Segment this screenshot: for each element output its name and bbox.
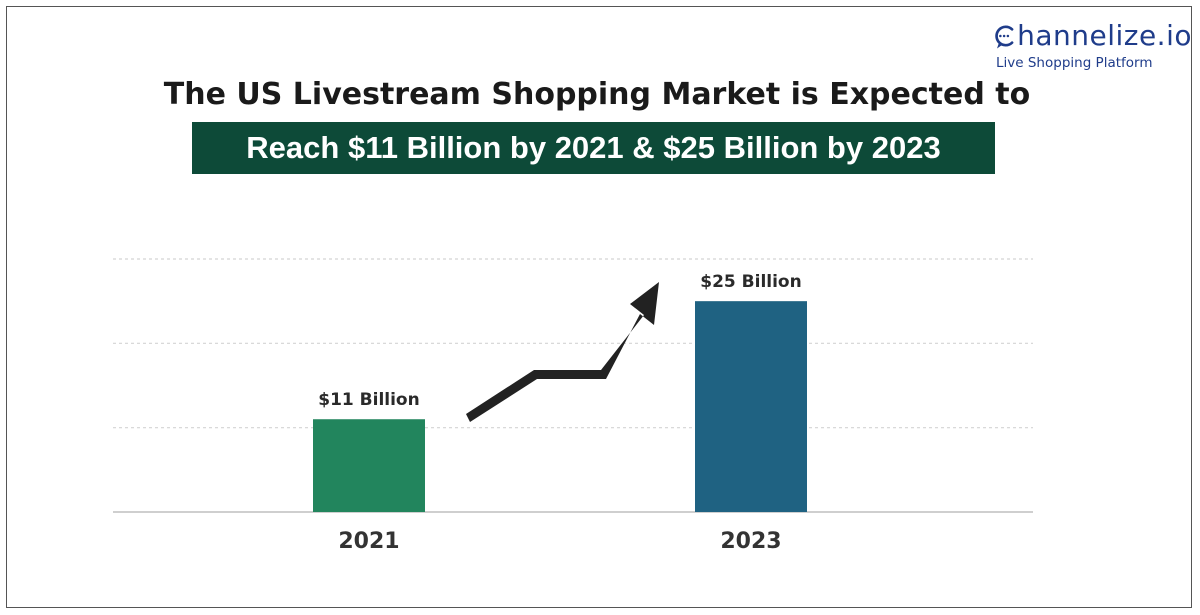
x-tick-label-2023: 2023 [720, 529, 781, 554]
subtitle-band: Reach $11 Billion by 2021 & $25 Billion … [192, 122, 995, 174]
bar-2023 [695, 301, 807, 512]
bar-chart: $11 Billion 2021 $25 Billion 2023 [113, 258, 1033, 554]
x-tick-label-2021: 2021 [338, 529, 399, 554]
chart-gridlines [113, 258, 1033, 429]
brand-name-text: hannelize.io [1017, 19, 1192, 52]
chat-bubble-c-icon [995, 25, 1014, 49]
infographic-frame: hannelize.io Live Shopping Platform The … [6, 6, 1192, 608]
data-label-2021: $11 Billion [318, 390, 419, 410]
page-title: The US Livestream Shopping Market is Exp… [163, 77, 1031, 112]
brand-tagline: Live Shopping Platform [996, 55, 1153, 71]
chart-bars [313, 301, 807, 512]
brand-logo: hannelize.io Live Shopping Platform [992, 19, 1192, 71]
trend-arrow-icon [466, 282, 659, 422]
bar-2021 [313, 419, 425, 512]
chart-labels: $11 Billion 2021 $25 Billion 2023 [318, 272, 801, 554]
data-label-2023: $25 Billion [700, 272, 801, 292]
brand-wordmark: hannelize.io [992, 19, 1192, 53]
page-subtitle: Reach $11 Billion by 2021 & $25 Billion … [246, 130, 941, 165]
